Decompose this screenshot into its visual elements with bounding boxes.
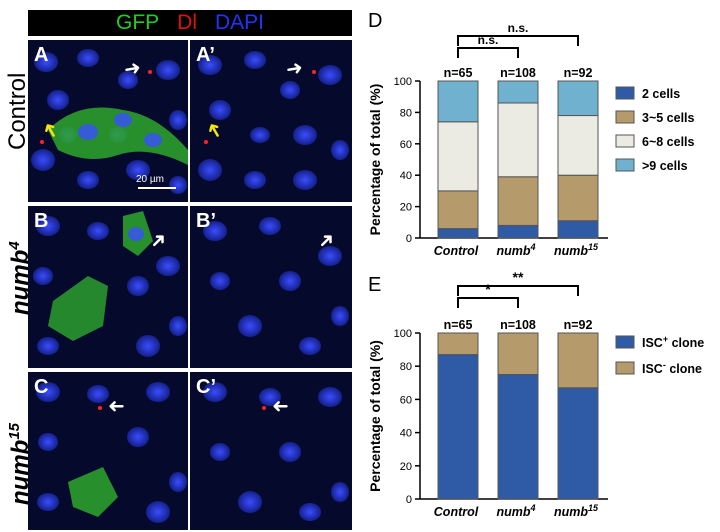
chart-d: Percentage of total (%) 0 20 40 60 80 100 n=65 C…: [367, 21, 695, 258]
dapi-label: DAPI: [215, 11, 265, 34]
panel-label-c: C: [34, 376, 49, 398]
bar-segment: [437, 332, 479, 356]
x-tick-label: numb4: [496, 503, 535, 519]
y-axis-label: Percentage of total (%): [367, 84, 383, 236]
bar-segment: [497, 332, 539, 375]
legend-swatch: [615, 335, 635, 349]
x-tick-label: numb15: [554, 503, 599, 519]
scale-bar-label: 20 µm: [136, 174, 164, 185]
dl-label: Dl: [177, 11, 197, 34]
legend-swatch: [615, 158, 635, 172]
panel-label-c-prime: C’: [196, 376, 216, 398]
significance-label: n.s.: [508, 21, 529, 35]
n-label: n=108: [500, 66, 536, 80]
bar-segment: [557, 115, 599, 176]
legend-swatch: [615, 110, 635, 124]
significance-label: **: [513, 270, 524, 285]
image-header-labels: GFP Dl DAPI: [28, 10, 352, 36]
legend-swatch: [615, 134, 635, 148]
significance-bracket: [457, 297, 519, 308]
bar-segment: [557, 174, 599, 222]
micrograph-c-image: [36, 382, 187, 523]
bar-segment: [437, 80, 479, 123]
bar-segment: [437, 121, 479, 192]
legend-label: 6~8 cells: [642, 135, 695, 149]
n-label: n=108: [500, 318, 536, 332]
n-label: n=65: [444, 66, 473, 80]
legend-swatch: [615, 361, 635, 375]
bar-segment: [497, 102, 539, 178]
micrograph-a-prime-image: [198, 51, 349, 190]
panel-label-b-prime: B’: [196, 210, 216, 232]
bar-segment: [437, 228, 479, 239]
y-tick-label: 100: [394, 328, 412, 340]
x-tick-label: Control: [434, 505, 479, 519]
bar-segment: [557, 332, 599, 389]
bar-segment: [557, 387, 599, 500]
white-arrow-icon: ➜: [272, 395, 289, 417]
y-tick-label: 80: [400, 107, 412, 119]
legend-label: >9 cells: [642, 159, 688, 173]
significance-bracket: [457, 285, 579, 296]
bar-segment: [497, 176, 539, 226]
panel-label-e: E: [368, 274, 382, 296]
significance-bracket: [457, 47, 519, 58]
micrograph-a-image: [31, 49, 188, 194]
panel-label-b: B: [34, 210, 49, 232]
y-tick-label: 20: [400, 202, 412, 214]
chart-e: Percentage of total (%) 0 20 40 60 80 100 n=65 C…: [367, 270, 704, 519]
micrograph-panel-b: B ➜: [28, 206, 188, 368]
micrograph-panel-c: C ➜: [28, 372, 188, 530]
y-tick-label: 80: [400, 361, 412, 373]
significance-label: *: [485, 281, 491, 297]
micrograph-b-prime-image: [203, 217, 349, 355]
bar-segment: [437, 354, 479, 500]
legend-label: 2 cells: [642, 87, 680, 101]
x-tick-label: numb15: [554, 242, 599, 258]
n-label: n=92: [564, 66, 593, 80]
legend-label: ISC- clone: [642, 360, 702, 376]
micrograph-panel-a: A ➜ ➜ 20 µm: [28, 40, 188, 202]
y-tick-label: 20: [400, 461, 412, 473]
n-label: n=65: [444, 318, 473, 332]
x-tick-label: numb4: [496, 242, 535, 258]
bar-segment: [557, 220, 599, 239]
bar-segment: [437, 190, 479, 230]
significance-bracket: [457, 35, 579, 46]
bar-segment: [497, 80, 539, 104]
y-tick-label: 100: [394, 76, 412, 88]
bar-segment: [497, 374, 539, 500]
panel-label-d: D: [368, 10, 383, 32]
n-label: n=92: [564, 318, 593, 332]
micrograph-panel-c-prime: C’ ➜: [190, 372, 352, 530]
y-tick-label: 60: [400, 139, 412, 151]
bar-segment: [497, 224, 539, 239]
y-tick-label: 0: [406, 233, 412, 245]
legend-label: ISC+ clone: [642, 334, 704, 350]
bar-segment: [557, 80, 599, 117]
legend-swatch: [615, 86, 635, 100]
panel-label-a-prime: A’: [196, 44, 215, 66]
legend-label: 3~5 cells: [642, 111, 695, 125]
gfp-label: GFP: [115, 11, 160, 34]
y-tick-label: 0: [406, 494, 412, 506]
panel-label-a: A: [34, 44, 49, 66]
image-header-bar: [28, 10, 352, 36]
y-axis-label: Percentage of total (%): [367, 340, 383, 492]
y-tick-label: 40: [400, 428, 412, 440]
y-tick-label: 60: [400, 394, 412, 406]
micrograph-b-image: [33, 211, 187, 357]
white-arrow-icon: ➜: [108, 395, 125, 417]
y-tick-label: 40: [400, 170, 412, 182]
micrograph-panel-a-prime: A’ ➜ ➜: [190, 40, 352, 202]
x-tick-label: Control: [434, 244, 479, 258]
micrograph-panel-b-prime: B’ ➜: [190, 206, 352, 368]
micrograph-c-prime-image: [203, 382, 349, 521]
